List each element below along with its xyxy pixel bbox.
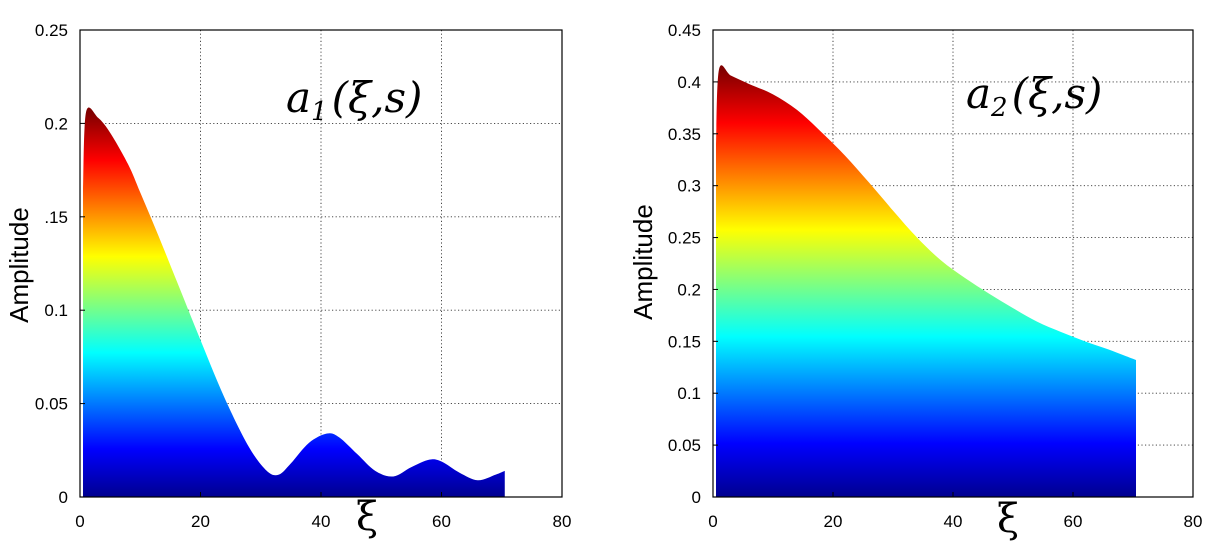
chart-right-ytick-label: 0.45	[668, 21, 701, 40]
chart-right-xtick-label: 80	[1184, 512, 1203, 531]
chart-right-annotation-args: (ξ,s)	[1012, 69, 1103, 118]
chart-right-ytick-label: 0	[692, 488, 701, 507]
chart-right-ytick-label: 0.05	[668, 436, 701, 455]
chart-right: 0 20 40 60 80 0 0.05 0.1 0.15 0.2 0.25 0.3 0.35 0.4 0.…	[628, 21, 1202, 542]
chart-left-area	[83, 107, 505, 498]
chart-left-xtick-label: 40	[312, 512, 331, 531]
chart-left-ytick-label: 0.1	[44, 301, 68, 320]
chart-right-ytick-label: 0.2	[677, 280, 701, 299]
chart-left-xtick-label: 60	[432, 512, 451, 531]
chart-left-xtick-label: 20	[191, 512, 210, 531]
chart-right-annotation-sub: 2	[990, 93, 1008, 123]
chart-right-ytick-label: 0.25	[668, 229, 701, 248]
chart-left-annotation-base: a	[286, 73, 311, 122]
chart-left-ytick-label: .15	[44, 208, 68, 227]
chart-right-ytick-label: 0.1	[677, 384, 701, 403]
chart-left-ytick-label: 0	[59, 488, 68, 507]
chart-right-xlabel: ξ	[997, 496, 1019, 542]
chart-left-annotation-sub: 1	[311, 97, 328, 127]
chart-right-area	[716, 65, 1136, 497]
chart-left-annotation-args: (ξ,s)	[332, 73, 423, 122]
chart-left-ticks: 0 20 40 60 80 0 0.05 0.1 .15 0.2 0.25	[35, 21, 572, 531]
chart-left-ytick-label: 0.25	[35, 21, 68, 40]
chart-left-annotation: a1(ξ,s)	[286, 73, 422, 127]
chart-right-ytick-label: 0.35	[668, 125, 701, 144]
chart-right-annotation: a2(ξ,s)	[966, 69, 1102, 123]
chart-left-xtick-label: 0	[75, 512, 84, 531]
chart-left-ytick-label: 0.2	[44, 114, 68, 133]
chart-right-xtick-label: 40	[944, 512, 963, 531]
chart-right-xtick-label: 60	[1064, 512, 1083, 531]
chart-right-xtick-label: 0	[708, 512, 717, 531]
chart-right-xtick-label: 20	[824, 512, 843, 531]
chart-right-ylabel: Amplitude	[628, 204, 658, 320]
chart-right-annotation-base: a	[966, 69, 991, 118]
chart-right-ticks: 0 20 40 60 80 0 0.05 0.1 0.15 0.2 0.25 0.3 0.35 0.4 0.…	[668, 21, 1203, 531]
chart-right-ytick-label: 0.4	[677, 73, 701, 92]
chart-left-xlabel: ξ	[356, 494, 378, 540]
chart-left-xtick-label: 80	[553, 512, 572, 531]
chart-right-ytick-label: 0.15	[668, 332, 701, 351]
chart-right-ytick-label: 0.3	[677, 177, 701, 196]
chart-left-ylabel: Amplitude	[4, 207, 34, 323]
chart-left-ytick-label: 0.05	[35, 395, 68, 414]
